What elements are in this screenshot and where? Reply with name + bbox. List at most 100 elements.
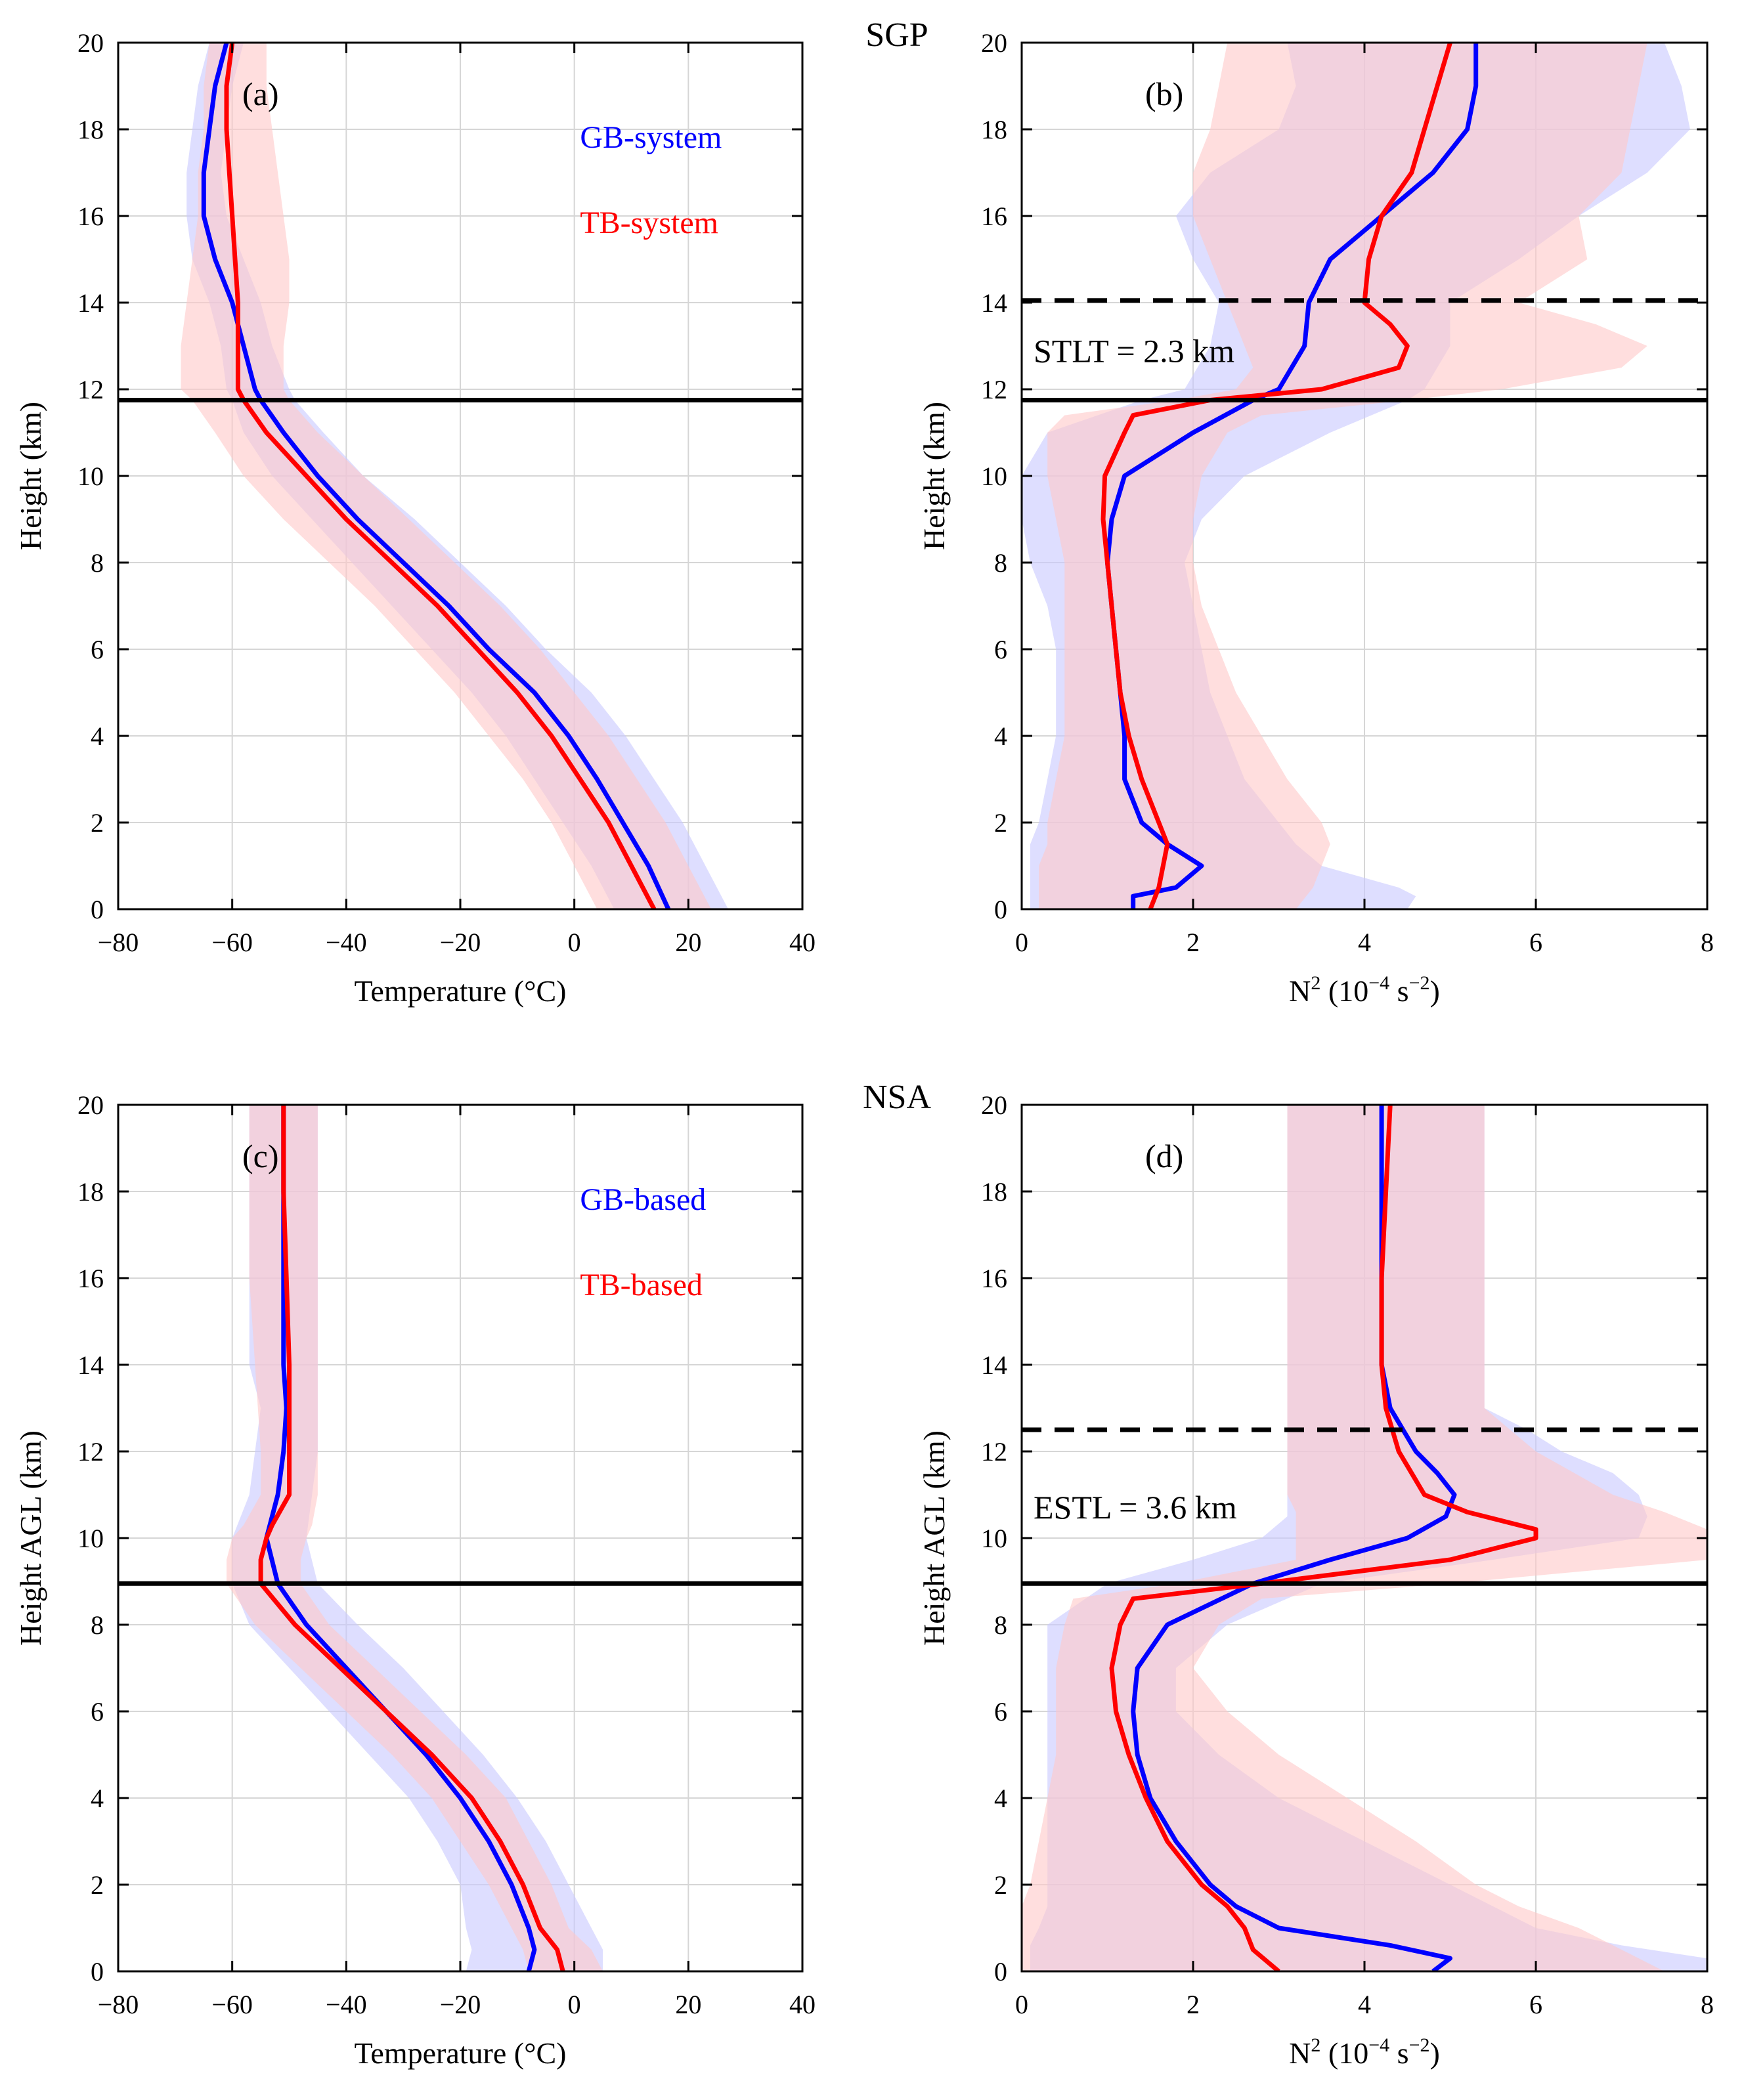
y-tick-label: 18 (981, 1177, 1007, 1207)
x-axis-label-part: s (1389, 2036, 1408, 2070)
y-tick-label: 2 (91, 808, 104, 838)
x-tick-label: 4 (1358, 1990, 1371, 2019)
x-tick-label: 40 (789, 1990, 816, 2019)
y-tick-label: 2 (994, 808, 1007, 838)
x-tick-label: 6 (1529, 928, 1542, 957)
legend-entry-tb-system: TB-system (580, 205, 718, 240)
panel-label: (c) (242, 1138, 279, 1174)
plot-area (1022, 43, 1690, 909)
y-tick-label: 18 (77, 115, 104, 144)
y-tick-label: 16 (981, 202, 1007, 231)
x-tick-label: 2 (1187, 1990, 1200, 2019)
x-tick-label: 0 (1015, 1990, 1028, 2019)
x-axis-label-part: −2 (1409, 2034, 1430, 2056)
panel-label: (d) (1145, 1138, 1183, 1174)
x-tick-label: −40 (326, 1990, 367, 2019)
y-tick-label: 0 (994, 1957, 1007, 1986)
series-line-gb-based (264, 1105, 537, 1971)
x-axis-label: Temperature (°C) (355, 974, 567, 1008)
y-tick-label: 12 (981, 375, 1007, 404)
y-tick-label: 12 (77, 1437, 104, 1467)
y-tick-label: 16 (77, 202, 104, 231)
x-tick-label: −60 (211, 928, 253, 957)
y-tick-label: 2 (91, 1870, 104, 1900)
x-axis-label-part: N (1289, 2036, 1311, 2070)
x-tick-label: −80 (98, 928, 139, 957)
y-tick-label: 8 (91, 548, 104, 578)
y-tick-label: 12 (77, 375, 104, 404)
y-tick-label: 4 (91, 1784, 104, 1813)
y-tick-label: 16 (981, 1264, 1007, 1293)
x-axis-label: N2 (10−4 s−2) (1289, 972, 1440, 1008)
y-tick-label: 8 (994, 1610, 1007, 1640)
y-tick-label: 18 (77, 1177, 104, 1207)
x-axis-label: N2 (10−4 s−2) (1289, 2034, 1440, 2070)
x-axis-label-part: ) (1429, 2036, 1439, 2070)
series-line-tb-system (1101, 43, 1452, 909)
y-tick-label: 10 (981, 1524, 1007, 1553)
x-axis-label-part: −4 (1368, 2034, 1389, 2056)
y-tick-label: 20 (981, 1090, 1007, 1120)
y-tick-label: 2 (994, 1870, 1007, 1900)
x-tick-label: 8 (1701, 1990, 1714, 2019)
site-label-nsa: NSA (863, 1079, 931, 1116)
band-tb-system (181, 43, 712, 909)
panel-a-temperature-sgp: −80 −60 −40 −20 0 20 40 0 2 4 6 8 10 12 14 16 18 20 Temper… (14, 28, 816, 1008)
y-tick-label: 10 (77, 1524, 104, 1553)
y-tick-label: 8 (91, 1610, 104, 1640)
y-tick-label: 20 (981, 28, 1007, 58)
series-line-gb-system (201, 43, 671, 909)
y-tick-label: 14 (981, 1350, 1007, 1380)
x-axis-label-part: 2 (1311, 972, 1320, 994)
panel-label: (a) (242, 75, 279, 112)
series-line-tb-based (258, 1105, 565, 1971)
x-tick-label: −20 (440, 928, 481, 957)
y-tick-label: 4 (994, 721, 1007, 751)
x-axis-label-part: −4 (1368, 972, 1389, 994)
y-tick-label: 6 (994, 635, 1007, 664)
x-axis-label-part: 2 (1311, 2034, 1320, 2056)
x-tick-label: −20 (440, 1990, 481, 2019)
x-axis-label-part: ) (1429, 974, 1439, 1008)
band-tb-based (227, 1105, 603, 1971)
legend-entry-tb-based: TB-based (580, 1268, 703, 1302)
y-tick-label: 10 (77, 461, 104, 491)
x-tick-label: 6 (1529, 1990, 1542, 2019)
series-line-tb-system (224, 43, 657, 909)
x-tick-label: 20 (675, 928, 701, 957)
x-tick-label: 8 (1701, 928, 1714, 957)
y-axis-label: Height (km) (917, 402, 951, 550)
legend-entry-gb-system: GB-system (580, 120, 722, 155)
x-axis-label-part: (10 (1320, 974, 1368, 1008)
panel-label: (b) (1145, 75, 1183, 112)
plot-area (227, 1105, 603, 1971)
band-tb-based (1022, 1105, 1707, 1971)
y-tick-label: 8 (994, 548, 1007, 578)
y-tick-label: 16 (77, 1264, 104, 1293)
y-tick-label: 0 (994, 895, 1007, 924)
site-label-sgp: SGP (865, 16, 928, 54)
plot-area (181, 43, 729, 909)
y-tick-label: 20 (77, 28, 104, 58)
x-tick-label: 0 (1015, 928, 1028, 957)
x-axis-label-part: −2 (1409, 972, 1430, 994)
y-tick-label: 10 (981, 461, 1007, 491)
x-axis-label-part: (10 (1320, 2036, 1368, 2070)
legend-entry-gb-based: GB-based (580, 1182, 706, 1217)
y-tick-label: 6 (994, 1697, 1007, 1726)
series-line-tb-based (1109, 1105, 1538, 1971)
y-tick-label: 14 (981, 288, 1007, 318)
x-axis-label-part: s (1389, 974, 1408, 1008)
y-tick-label: 0 (91, 1957, 104, 1986)
x-tick-label: −60 (211, 1990, 253, 2019)
x-tick-label: 4 (1358, 928, 1371, 957)
x-tick-label: 2 (1187, 928, 1200, 957)
x-tick-label: −80 (98, 1990, 139, 2019)
x-tick-label: 20 (675, 1990, 701, 2019)
y-axis-label: Height AGL (km) (917, 1430, 951, 1646)
y-tick-label: 12 (981, 1437, 1007, 1467)
stable-layer-annotation: STLT = 2.3 km (1034, 333, 1234, 370)
y-tick-label: 14 (77, 1350, 104, 1380)
